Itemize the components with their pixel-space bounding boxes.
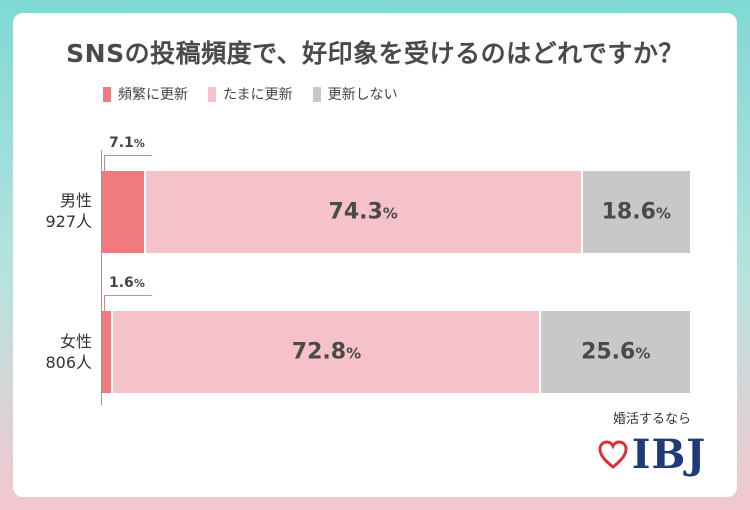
leader-line-male: [104, 155, 152, 172]
legend-label-frequent: 頻繁に更新: [118, 87, 188, 103]
data-label-male-none: 18.6%: [601, 199, 671, 225]
leader-line-female: [104, 295, 152, 312]
data-label-female-none: 25.6%: [581, 339, 651, 365]
bar-segment-female-frequent: [102, 311, 112, 393]
legend-swatch-none: [312, 86, 321, 102]
brand-block: 婚活するなら IBJ: [592, 408, 712, 478]
bar-segment-male-occasional: 74.3%: [143, 171, 581, 253]
brand-tagline: 婚活するなら: [612, 412, 691, 427]
bar-segment-female-occasional: 72.8%: [111, 311, 540, 393]
bar-segment-female-none: 25.6%: [539, 311, 690, 393]
data-label-male-occasional: 74.3%: [328, 199, 398, 225]
legend-label-none: 更新しない: [327, 87, 398, 103]
data-label-male-frequent: 7.1%: [109, 135, 145, 151]
legend: 頻繁に更新 たまに更新 更新しない: [103, 84, 398, 104]
category-label-female-line2: 806人: [45, 353, 92, 372]
brand-name: IBJ: [631, 431, 707, 478]
legend-item-occasional: たまに更新: [208, 84, 293, 104]
legend-item-frequent: 頻繁に更新: [103, 84, 188, 104]
bar-segment-male-none: 18.6%: [580, 171, 690, 253]
chart-card: [13, 13, 737, 497]
category-label-male-line1: 男性: [59, 191, 92, 210]
legend-swatch-frequent: [103, 86, 111, 102]
bar-segment-male-frequent: [102, 171, 144, 253]
legend-swatch-occasional: [208, 86, 216, 102]
data-label-female-frequent: 1.6%: [109, 275, 145, 291]
category-label-male: 男性 927人: [14, 190, 92, 232]
category-label-male-line2: 927人: [45, 212, 92, 231]
category-label-female: 女性 806人: [14, 331, 92, 373]
legend-label-occasional: たまに更新: [223, 87, 293, 103]
legend-item-none: 更新しない: [312, 84, 398, 104]
category-label-female-line1: 女性: [59, 332, 92, 351]
bar-row-male: 74.3% 18.6%: [102, 171, 690, 253]
heart-icon: [598, 439, 628, 469]
brand-logo: IBJ: [592, 431, 712, 478]
chart-title: SNSの投稿頻度で、好印象を受けるのはどれですか？: [66, 39, 684, 68]
data-label-female-occasional: 72.8%: [291, 339, 362, 365]
bar-row-female: 72.8% 25.6%: [102, 311, 690, 393]
category-axis-line: [101, 150, 102, 405]
